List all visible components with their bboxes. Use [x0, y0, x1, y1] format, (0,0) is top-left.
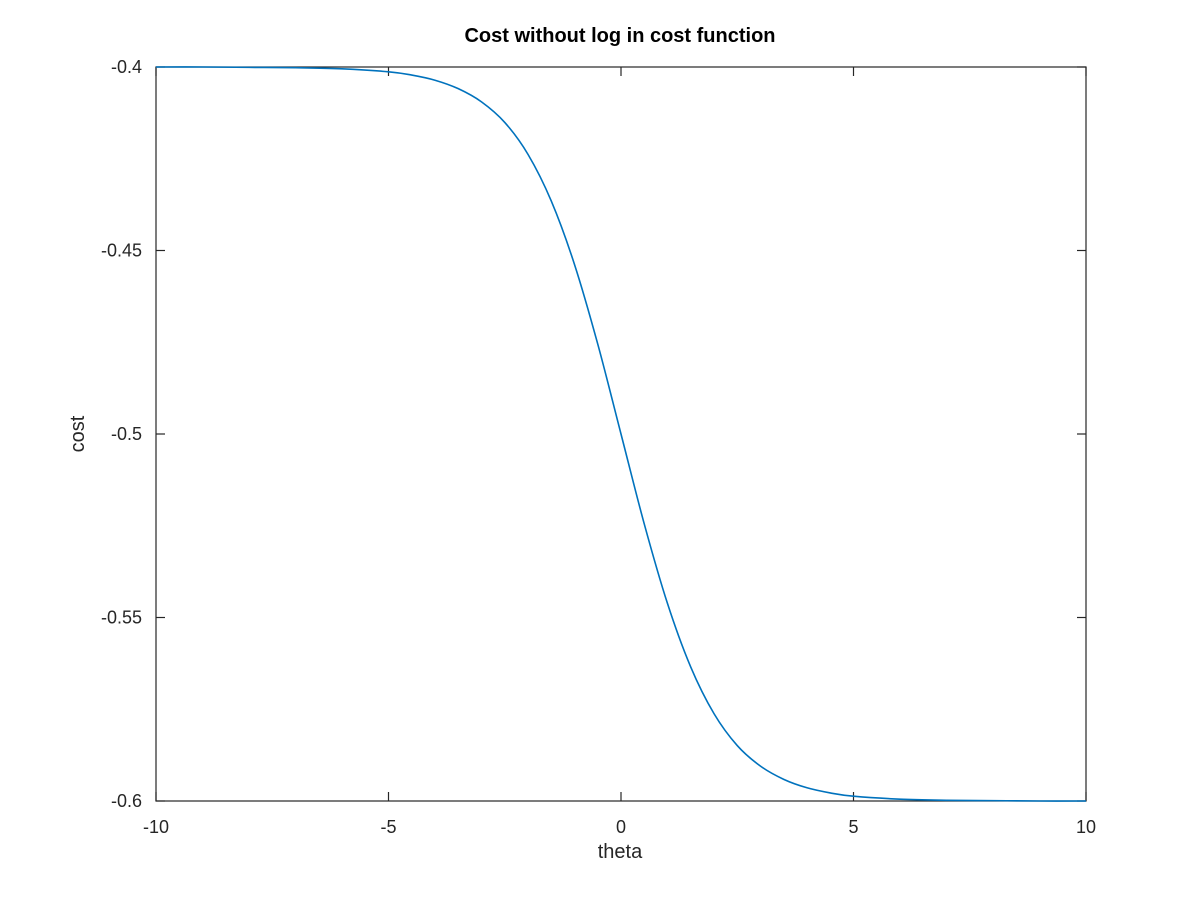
x-axis-label: theta: [598, 841, 643, 863]
x-tick-label: 0: [616, 817, 626, 837]
x-tick-marks: [155, 67, 1087, 801]
x-tick-label: 5: [848, 817, 858, 837]
series-line-0: [155, 66, 1087, 802]
x-tick-labels: -10 -5 0 5 10: [143, 817, 1096, 837]
y-axis-label: cost: [67, 415, 89, 452]
x-tick-label: 10: [1076, 817, 1096, 837]
y-tick-label: -0.6: [111, 791, 142, 811]
plot-area: [155, 66, 1087, 802]
y-tick-label: -0.45: [101, 241, 142, 261]
y-tick-label: -0.4: [111, 57, 142, 77]
y-tick-label: -0.5: [111, 424, 142, 444]
series-layer: [155, 66, 1087, 802]
x-tick-label: -5: [380, 817, 396, 837]
y-tick-label: -0.55: [101, 608, 142, 628]
x-tick-label: -10: [143, 817, 169, 837]
chart-title: Cost without log in cost function: [464, 25, 775, 47]
y-tick-labels: -0.6 -0.55 -0.5 -0.45 -0.4: [101, 57, 142, 811]
